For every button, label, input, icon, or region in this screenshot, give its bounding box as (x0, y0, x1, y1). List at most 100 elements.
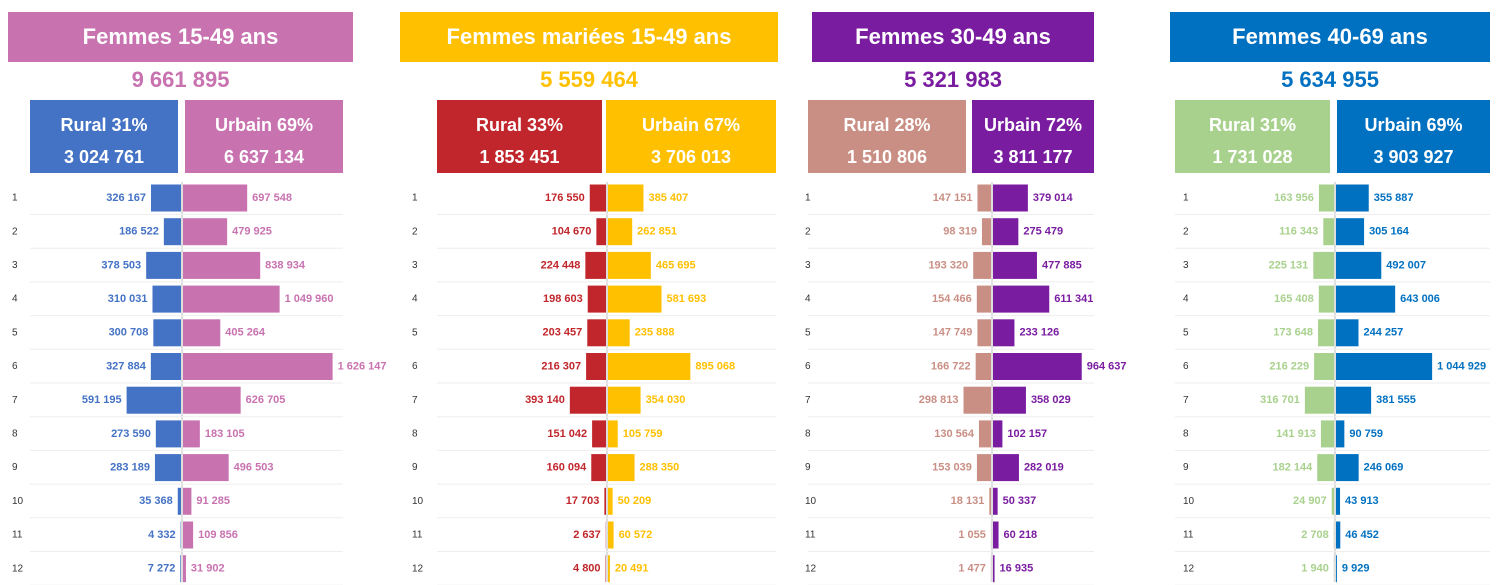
value-label: 1 940 (1301, 563, 1329, 575)
bar (1336, 386, 1372, 414)
title-box (400, 12, 778, 62)
value-label: 182 144 (1272, 462, 1313, 474)
value-label: 895 068 (695, 360, 735, 372)
bar (1317, 454, 1334, 482)
bar (152, 285, 181, 313)
value-label: 282 019 (1024, 462, 1064, 474)
legend-name: Rural 28% (843, 115, 930, 135)
value-label: 183 105 (205, 428, 245, 440)
value-label: 298 813 (919, 394, 959, 406)
value-label: 581 693 (667, 293, 707, 305)
category-label: 11 (1183, 530, 1194, 541)
category-label: 11 (805, 530, 816, 541)
value-label: 7 272 (148, 563, 176, 575)
bar (183, 218, 228, 246)
total: 5 321 983 (904, 67, 1002, 92)
legend-box (808, 100, 966, 173)
value-label: 305 164 (1369, 226, 1410, 238)
value-label: 355 887 (1374, 192, 1414, 204)
bar (180, 555, 181, 583)
bar (993, 420, 1003, 448)
category-label: 2 (412, 226, 418, 237)
bar (608, 454, 635, 482)
value-label: 104 670 (552, 226, 592, 238)
bar (978, 420, 991, 448)
value-label: 16 935 (1000, 563, 1034, 575)
bar (183, 521, 194, 549)
value-label: 147 151 (933, 192, 973, 204)
bar (989, 487, 991, 515)
value-label: 405 264 (225, 327, 266, 339)
value-label: 496 503 (234, 462, 274, 474)
value-label: 173 648 (1273, 327, 1313, 339)
category-label: 12 (805, 563, 817, 574)
category-label: 7 (805, 395, 811, 406)
category-label: 1 (12, 193, 18, 204)
value-label: 18 131 (951, 495, 985, 507)
legend-name: Rural 31% (60, 115, 147, 135)
bar (183, 386, 241, 414)
value-label: 163 956 (1274, 192, 1314, 204)
category-label: 8 (1183, 429, 1189, 440)
category-label: 9 (12, 462, 18, 473)
bar (1323, 218, 1334, 246)
value-label: 50 337 (1003, 495, 1037, 507)
legend-name: Rural 31% (1209, 115, 1296, 135)
legend-box (606, 100, 776, 173)
bar (993, 487, 998, 515)
category-label: 10 (1183, 496, 1195, 507)
value-label: 385 407 (648, 192, 688, 204)
legend-name: Urbain 67% (642, 115, 740, 135)
value-label: 154 466 (932, 293, 972, 305)
bar (1336, 420, 1345, 448)
legend-total: 3 903 927 (1373, 147, 1453, 167)
value-label: 393 140 (525, 394, 565, 406)
value-label: 141 913 (1276, 428, 1316, 440)
category-label: 5 (12, 327, 18, 338)
value-label: 216 229 (1269, 360, 1309, 372)
chart-title: Femmes mariées 15-49 ans (447, 24, 732, 49)
legend-name: Rural 33% (476, 115, 563, 135)
category-label: 12 (1183, 563, 1195, 574)
value-label: 130 564 (934, 428, 975, 440)
bar (183, 184, 248, 212)
value-label: 626 705 (246, 394, 286, 406)
bar (993, 319, 1015, 347)
category-label: 11 (12, 530, 23, 541)
value-label: 591 195 (82, 394, 122, 406)
value-label: 316 701 (1260, 394, 1300, 406)
value-label: 288 350 (640, 462, 680, 474)
bar (608, 353, 691, 380)
value-label: 246 069 (1364, 462, 1404, 474)
bar (975, 353, 991, 380)
value-label: 477 885 (1042, 259, 1082, 271)
bar (592, 420, 606, 448)
legend-name: Urbain 72% (984, 115, 1082, 135)
value-label: 310 031 (108, 293, 148, 305)
value-label: 262 851 (637, 226, 677, 238)
bar (973, 251, 991, 279)
category-label: 8 (12, 429, 18, 440)
bar (1314, 353, 1334, 380)
bar (1313, 251, 1334, 279)
bar (608, 319, 630, 347)
value-label: 354 030 (646, 394, 686, 406)
value-label: 203 457 (543, 327, 583, 339)
legend-total: 1 853 451 (479, 147, 559, 167)
legend-name: Urbain 69% (215, 115, 313, 135)
chart-title: Femmes 30-49 ans (855, 24, 1051, 49)
bar (153, 319, 181, 347)
bar (608, 555, 610, 583)
bar (1336, 555, 1337, 583)
value-label: 98 319 (943, 226, 977, 238)
bar (976, 285, 991, 313)
legend-box (30, 100, 178, 173)
bar (585, 251, 606, 279)
bar (1336, 487, 1341, 515)
category-label: 10 (412, 496, 424, 507)
value-label: 4 332 (148, 529, 176, 541)
bar (183, 555, 186, 583)
bar (1304, 386, 1334, 414)
total: 5 559 464 (540, 67, 639, 92)
